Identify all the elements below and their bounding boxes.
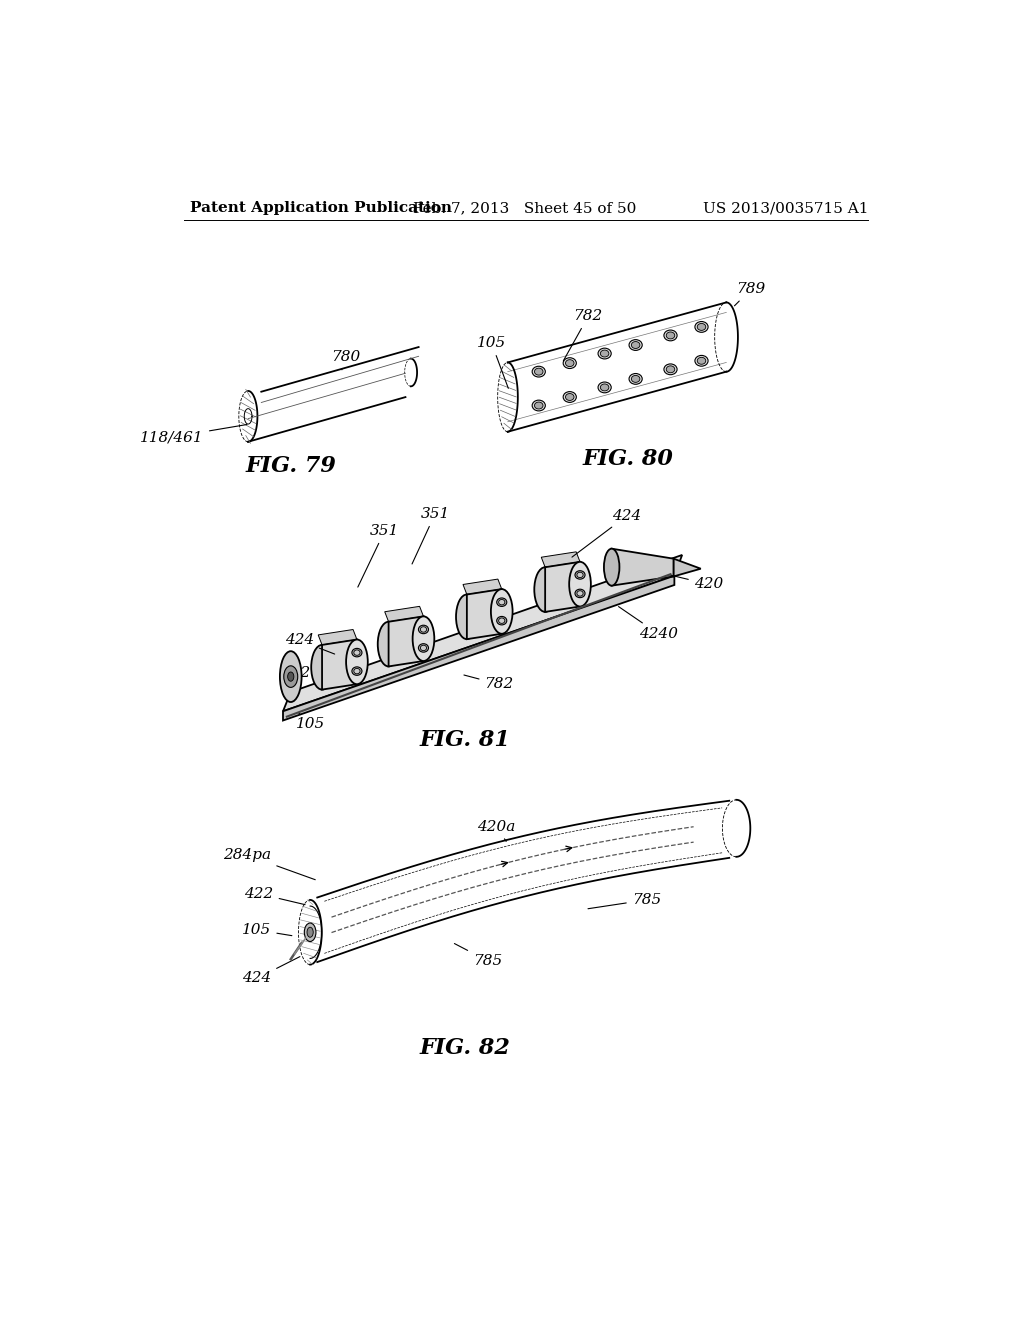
Text: 422: 422 [245, 887, 305, 904]
Ellipse shape [569, 562, 591, 606]
Polygon shape [542, 552, 580, 568]
Polygon shape [674, 558, 700, 577]
Text: 105: 105 [477, 337, 508, 388]
Ellipse shape [421, 627, 427, 632]
Ellipse shape [695, 355, 708, 366]
Text: 789: 789 [734, 282, 766, 306]
Text: US 2013/0035715 A1: US 2013/0035715 A1 [702, 202, 868, 215]
Text: 424: 424 [572, 508, 642, 557]
Ellipse shape [695, 322, 708, 333]
Polygon shape [467, 589, 502, 639]
Text: 780: 780 [331, 350, 360, 370]
Text: Patent Application Publication: Patent Application Publication [190, 202, 452, 215]
Ellipse shape [499, 618, 505, 623]
Ellipse shape [697, 358, 706, 364]
Ellipse shape [352, 667, 361, 676]
Text: 785: 785 [455, 944, 502, 968]
Ellipse shape [304, 923, 316, 941]
Ellipse shape [664, 330, 677, 341]
Ellipse shape [288, 672, 294, 681]
Ellipse shape [490, 589, 513, 634]
Text: 424: 424 [285, 634, 335, 653]
Ellipse shape [311, 645, 333, 689]
Text: 105: 105 [242, 923, 292, 937]
Text: 351: 351 [412, 507, 450, 564]
Polygon shape [385, 606, 424, 622]
Ellipse shape [284, 665, 298, 688]
Polygon shape [611, 549, 674, 586]
Ellipse shape [535, 568, 556, 612]
Text: FIG. 81: FIG. 81 [420, 729, 511, 751]
Ellipse shape [535, 368, 543, 375]
Ellipse shape [629, 339, 642, 350]
Polygon shape [283, 576, 675, 721]
Ellipse shape [598, 381, 611, 393]
Ellipse shape [632, 375, 640, 383]
Ellipse shape [497, 616, 507, 624]
Ellipse shape [577, 573, 583, 578]
Ellipse shape [600, 350, 609, 356]
Ellipse shape [421, 645, 427, 651]
Text: 422: 422 [281, 665, 310, 680]
Text: Feb. 7, 2013   Sheet 45 of 50: Feb. 7, 2013 Sheet 45 of 50 [413, 202, 637, 215]
Ellipse shape [419, 644, 428, 652]
Polygon shape [463, 579, 502, 594]
Polygon shape [318, 630, 357, 645]
Polygon shape [388, 616, 424, 667]
Text: 785: 785 [588, 892, 662, 908]
Text: 782: 782 [464, 675, 514, 692]
Ellipse shape [532, 366, 546, 378]
Ellipse shape [378, 622, 399, 667]
Ellipse shape [346, 639, 368, 684]
Ellipse shape [497, 598, 507, 606]
Ellipse shape [563, 392, 577, 403]
Ellipse shape [499, 599, 505, 605]
Ellipse shape [600, 384, 609, 391]
Ellipse shape [280, 651, 302, 702]
Text: 105: 105 [296, 713, 326, 731]
Polygon shape [283, 554, 682, 711]
Ellipse shape [664, 364, 677, 375]
Text: 118/461: 118/461 [140, 425, 247, 444]
Polygon shape [323, 639, 357, 689]
Ellipse shape [629, 374, 642, 384]
Ellipse shape [697, 323, 706, 330]
Ellipse shape [354, 649, 360, 655]
Ellipse shape [532, 400, 546, 411]
Text: 284pa: 284pa [223, 849, 315, 879]
Ellipse shape [577, 591, 583, 597]
Text: 420: 420 [670, 574, 723, 591]
Ellipse shape [667, 366, 675, 372]
Ellipse shape [563, 358, 577, 368]
Text: 351: 351 [357, 524, 399, 587]
Ellipse shape [632, 342, 640, 348]
Text: FIG. 82: FIG. 82 [420, 1036, 511, 1059]
Ellipse shape [307, 927, 313, 937]
Ellipse shape [565, 393, 574, 400]
Ellipse shape [354, 668, 360, 673]
Ellipse shape [535, 403, 543, 409]
Text: 420a: 420a [477, 820, 515, 841]
Ellipse shape [419, 626, 428, 634]
Ellipse shape [667, 331, 675, 339]
Text: FIG. 80: FIG. 80 [583, 447, 674, 470]
Text: FIG. 79: FIG. 79 [246, 455, 336, 478]
Ellipse shape [575, 589, 585, 598]
Text: 782: 782 [563, 309, 603, 360]
Ellipse shape [456, 594, 478, 639]
Ellipse shape [413, 616, 434, 661]
Text: 4240: 4240 [618, 607, 679, 642]
Polygon shape [545, 562, 580, 612]
Ellipse shape [575, 570, 585, 579]
Ellipse shape [352, 648, 361, 657]
Ellipse shape [565, 359, 574, 367]
Ellipse shape [604, 549, 620, 586]
Text: 424: 424 [242, 957, 300, 986]
Ellipse shape [598, 348, 611, 359]
